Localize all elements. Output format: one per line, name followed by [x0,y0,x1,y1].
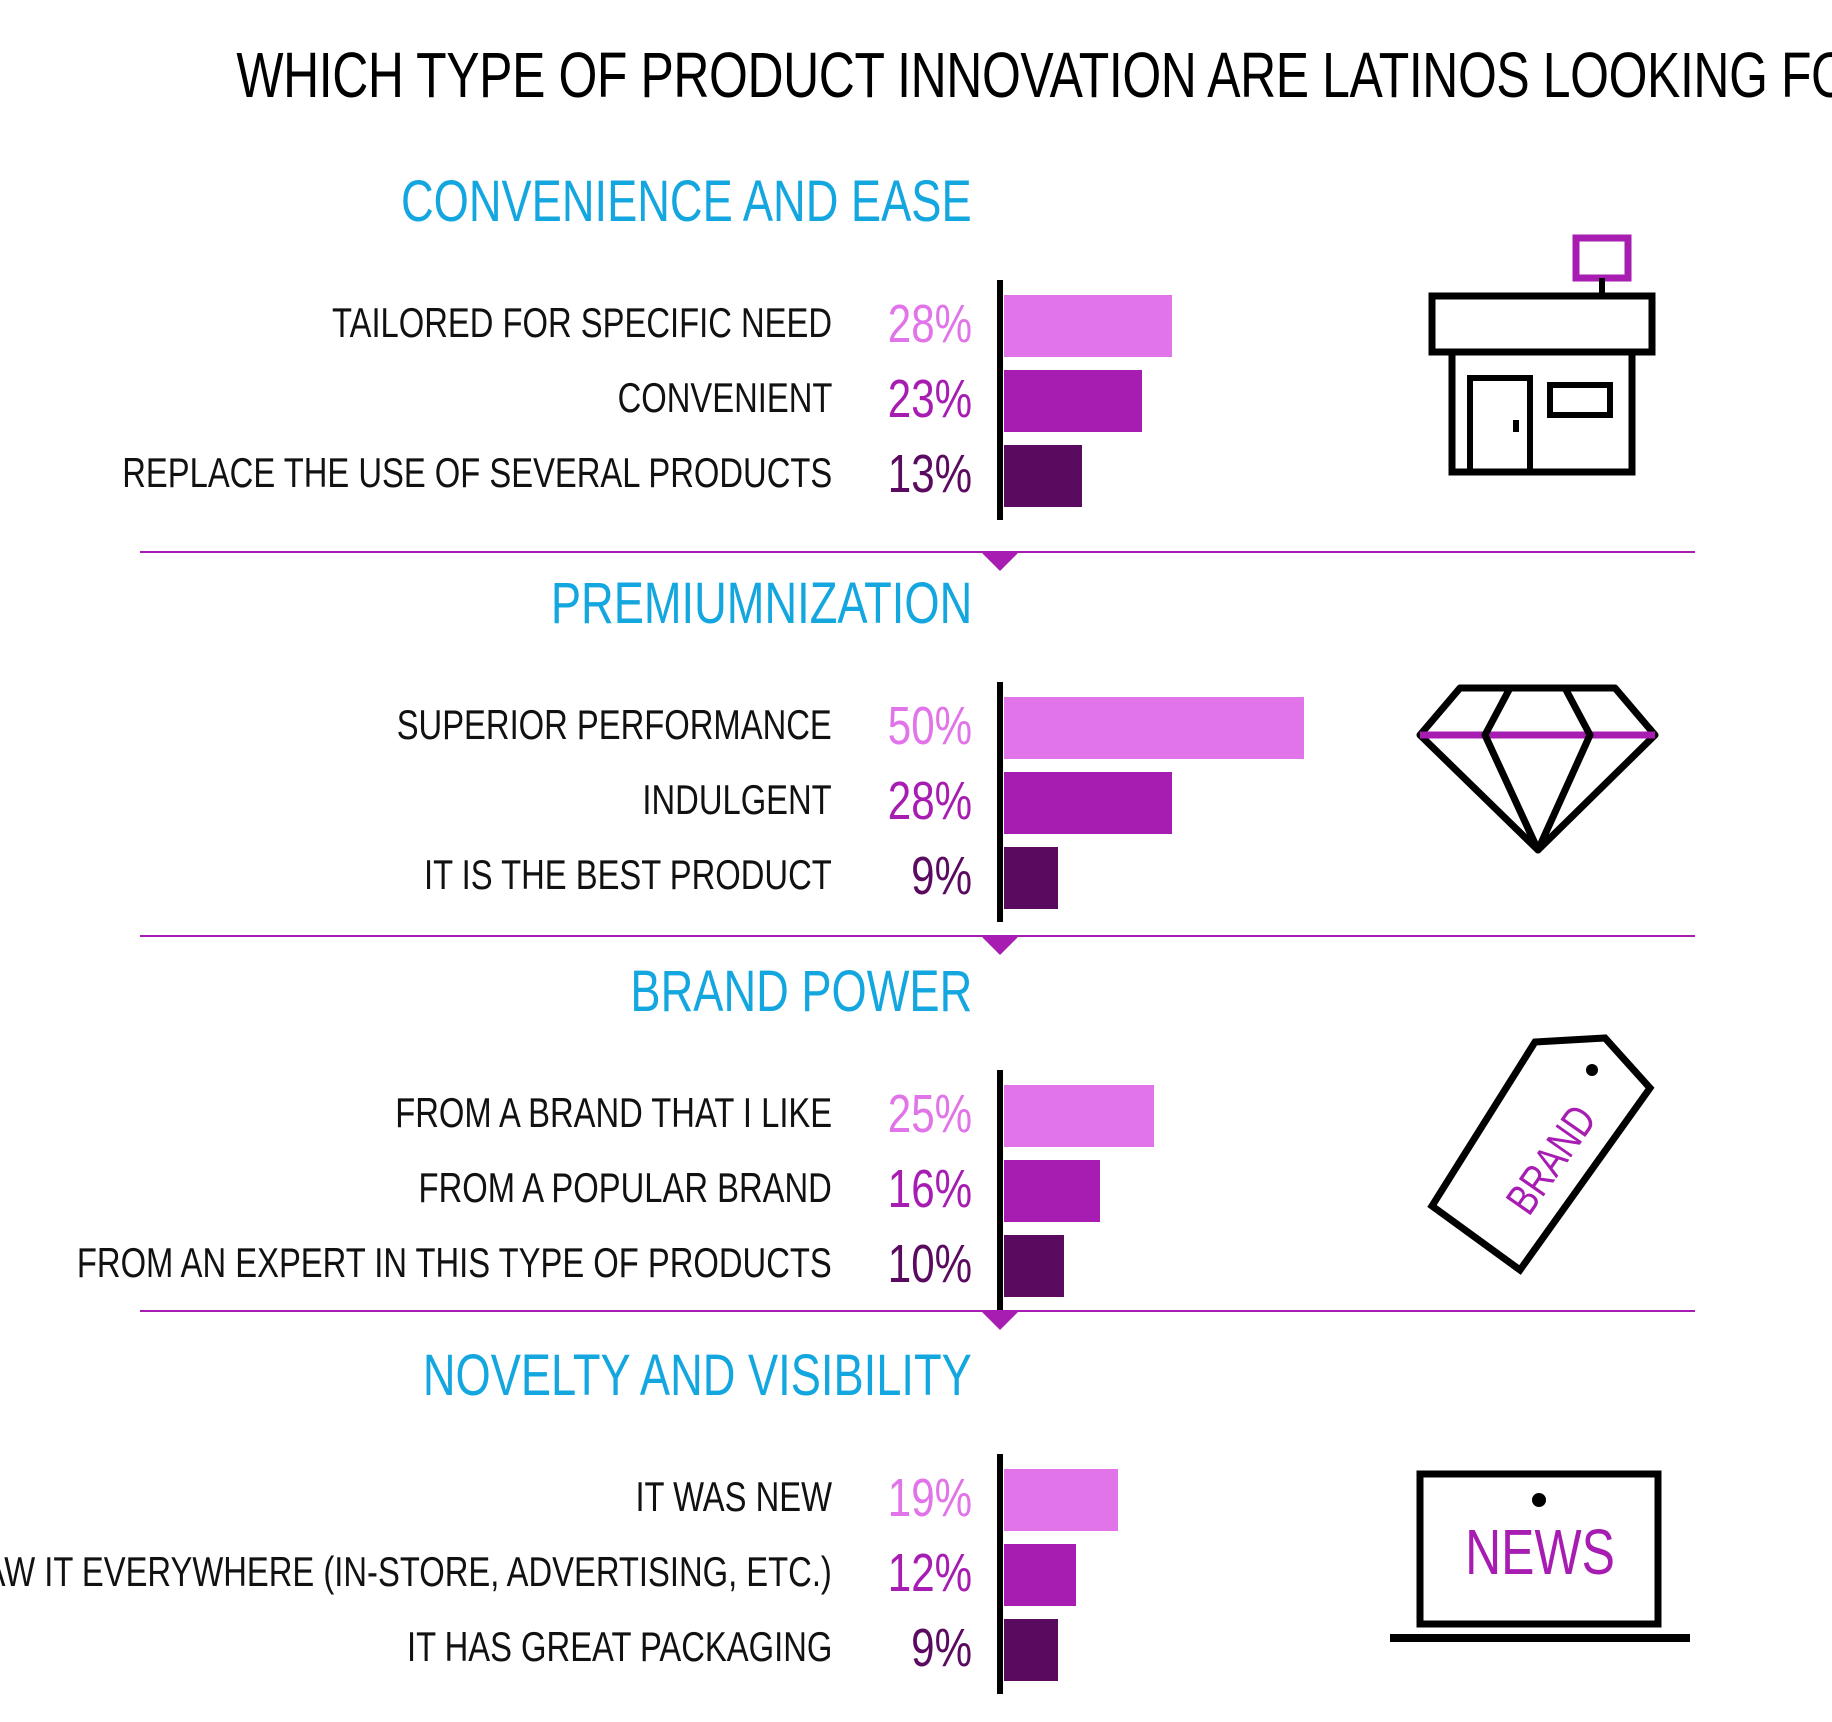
bar-row: INDULGENT 28% [0,764,1832,840]
divider-pointer [982,553,1018,571]
bar-row: IT HAS GREAT PACKAGING 9% [0,1611,1832,1687]
bar-axis [997,1454,1003,1694]
bar-row: CONVENIENT 23% [0,362,1832,438]
bar-row: REPLACE THE USE OF SEVERAL PRODUCTS 13% [0,437,1832,513]
bar [1004,1619,1058,1681]
bar [1004,1160,1100,1222]
bar-label: CONVENIENT [617,374,832,421]
section-divider [140,551,1695,553]
store-icon [1428,234,1656,476]
bar-value-label: 13% [887,444,972,504]
bar [1004,697,1304,759]
bar-row: I SAW IT EVERYWHERE (IN-STORE, ADVERTISI… [0,1536,1832,1612]
bar-label: REPLACE THE USE OF SEVERAL PRODUCTS [122,449,832,496]
bar-label: FROM A BRAND THAT I LIKE [395,1089,832,1136]
bar [1004,1085,1154,1147]
news-laptop-icon: NEWS [1390,1470,1690,1645]
section-brand-power: BRAND POWER FROM A BRAND THAT I LIKE 25% FR… [0,958,1832,1338]
chart-title: WHICH TYPE OF PRODUCT INNOVATION ARE LAT… [236,39,1832,111]
bar-row: IT IS THE BEST PRODUCT 9% [0,839,1832,915]
bar-row: IT WAS NEW 19% [0,1461,1832,1537]
bar-value-label: 12% [887,1543,972,1603]
bar-axis [997,280,1003,520]
bar-label: IT IS THE BEST PRODUCT [424,851,832,898]
bar-row: FROM A BRAND THAT I LIKE 25% [0,1077,1832,1153]
bar [1004,772,1172,834]
bar-label: FROM AN EXPERT IN THIS TYPE OF PRODUCTS [77,1239,832,1286]
section-title: NOVELTY AND VISIBILITY [423,1343,972,1408]
bar-value-label: 9% [911,1618,972,1678]
divider-pointer [982,1312,1018,1330]
bar-label: I SAW IT EVERYWHERE (IN-STORE, ADVERTISI… [0,1548,832,1595]
bar-label: IT HAS GREAT PACKAGING [406,1623,832,1670]
bar-axis [997,1070,1003,1310]
section-premiumnization: PREMIUMNIZATION SUPERIOR PERFORMANCE 50% IN… [0,570,1832,950]
bar-value-label: 10% [887,1234,972,1294]
bar-value-label: 50% [887,696,972,756]
bar-label: TAILORED FOR SPECIFIC NEED [332,299,832,346]
bar [1004,370,1142,432]
bar-value-label: 19% [887,1468,972,1528]
bar-value-label: 16% [887,1159,972,1219]
bar-row: FROM A POPULAR BRAND 16% [0,1152,1832,1228]
bar-value-label: 28% [887,771,972,831]
bar [1004,445,1082,507]
bar-row: FROM AN EXPERT IN THIS TYPE OF PRODUCTS 1… [0,1227,1832,1303]
bar [1004,1235,1064,1297]
bar-label: INDULGENT [642,776,832,823]
section-title: CONVENIENCE AND EASE [401,169,972,234]
bar [1004,1469,1118,1531]
bar-label: IT WAS NEW [635,1473,832,1520]
bar-value-label: 9% [911,846,972,906]
bar-value-label: 28% [887,294,972,354]
bar [1004,847,1058,909]
section-convenience-and-ease: CONVENIENCE AND EASE TAILORED FOR SPECIFI… [0,168,1832,548]
diamond-icon [1416,684,1659,854]
section-title: PREMIUMNIZATION [550,571,972,636]
bar [1004,1544,1076,1606]
news-text: NEWS [1465,1516,1615,1588]
section-novelty-and-visibility: NOVELTY AND VISIBILITY IT WAS NEW 19% I SAW… [0,1342,1832,1722]
section-title: BRAND POWER [630,959,972,1024]
section-divider [140,935,1695,937]
brand-tag-icon: BRAND [1420,1030,1665,1280]
bar-value-label: 25% [887,1084,972,1144]
divider-pointer [982,937,1018,955]
bar-row: SUPERIOR PERFORMANCE 50% [0,689,1832,765]
bar-label: FROM A POPULAR BRAND [418,1164,832,1211]
bar-axis [997,682,1003,922]
bar-label: SUPERIOR PERFORMANCE [396,701,832,748]
section-divider [140,1310,1695,1312]
bar-value-label: 23% [887,369,972,429]
bar [1004,295,1172,357]
bar-row: TAILORED FOR SPECIFIC NEED 28% [0,287,1832,363]
